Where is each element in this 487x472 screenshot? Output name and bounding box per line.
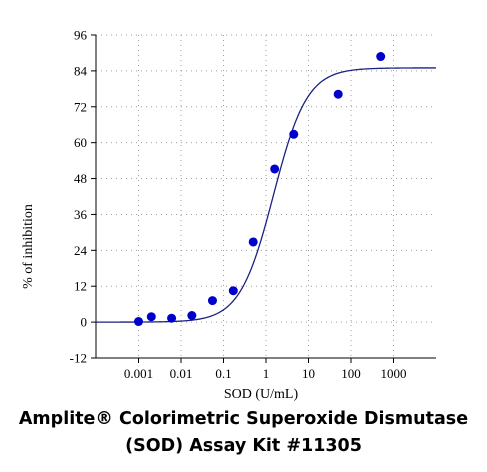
y-axis-label: % of inhibition — [21, 204, 36, 289]
y-tick-label: 60 — [74, 135, 87, 150]
y-tick-label: 84 — [74, 63, 88, 78]
y-tick-label: 96 — [74, 28, 88, 43]
x-tick-label: 10 — [302, 366, 315, 381]
data-point — [134, 317, 143, 327]
figure-caption-line-2: (SOD) Assay Kit #11305 — [125, 436, 362, 456]
chart-tick-labels: -12 0 12 24 36 48 60 72 84 96 0.001 0.01 0.1 1 10 100 10… — [70, 28, 407, 382]
x-tick-label: 0.1 — [215, 366, 231, 381]
figure-caption-line-1: Amplite® Colorimetric Superoxide Dismuta… — [18, 409, 469, 429]
x-tick-label: 1 — [263, 366, 270, 381]
data-point — [146, 312, 156, 322]
data-points — [134, 52, 386, 327]
data-point — [376, 52, 386, 62]
chart-grid — [96, 34, 436, 358]
fit-curve-line — [96, 67, 437, 323]
data-point — [228, 286, 238, 296]
data-point — [289, 129, 299, 139]
y-tick-label: -12 — [70, 351, 87, 366]
x-tick-label: 1000 — [381, 366, 407, 381]
chart-axes — [91, 34, 436, 363]
y-tick-label: 36 — [74, 207, 88, 222]
x-axis-label: SOD (U/mL) — [224, 387, 299, 402]
y-tick-label: 72 — [74, 99, 87, 114]
y-tick-label: 0 — [81, 315, 88, 330]
x-tick-label: 0.01 — [170, 366, 193, 381]
y-tick-label: 24 — [74, 243, 88, 258]
y-tick-label: 48 — [74, 171, 87, 186]
data-point — [270, 164, 280, 174]
fit-curve — [96, 67, 437, 323]
data-point — [248, 237, 258, 247]
data-point — [167, 313, 177, 323]
data-point — [207, 296, 217, 306]
y-tick-label: 12 — [74, 279, 87, 294]
x-tick-label: 0.001 — [124, 366, 153, 381]
x-tick-label: 100 — [341, 366, 361, 381]
data-point — [187, 311, 197, 321]
inhibition-chart: -12 0 12 24 36 48 60 72 84 96 0.001 0.01 0.1 1 10 100 10… — [21, 28, 437, 402]
data-point — [333, 89, 343, 99]
